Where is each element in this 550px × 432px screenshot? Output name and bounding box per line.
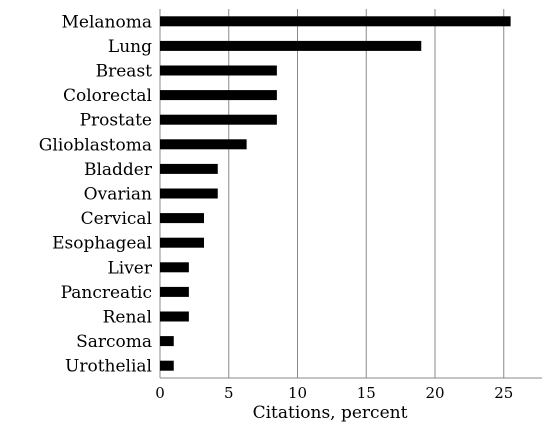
bar	[160, 311, 189, 322]
bar	[160, 360, 174, 371]
bar	[160, 163, 218, 174]
category-label: Pancreatic	[61, 283, 152, 303]
bar	[160, 139, 247, 150]
x-axis-title: Citations, percent	[253, 403, 408, 423]
x-tick-label: 15	[357, 384, 376, 402]
category-label: Bladder	[84, 160, 153, 180]
category-label: Renal	[103, 308, 152, 328]
category-label: Colorectal	[63, 86, 152, 106]
category-label: Liver	[107, 258, 152, 278]
bar	[160, 65, 277, 76]
category-label: Breast	[96, 62, 153, 82]
category-label: Ovarian	[84, 185, 152, 205]
x-tick-label: 10	[288, 384, 307, 402]
bar	[160, 213, 204, 224]
x-tick-label: 5	[224, 384, 234, 402]
category-label: Prostate	[80, 111, 152, 131]
category-label: Glioblastoma	[39, 135, 152, 155]
category-label: Urothelial	[65, 357, 152, 377]
category-label: Sarcoma	[76, 332, 152, 352]
bar	[160, 237, 204, 248]
category-labels: Melanoma Lung Breast Colorectal Prostate Glio…	[39, 12, 153, 376]
x-tick-labels: 0 5 10 15 20 25	[155, 384, 513, 402]
category-label: Esophageal	[52, 234, 152, 254]
bar	[160, 90, 277, 101]
x-tick-label: 20	[425, 384, 444, 402]
bar	[160, 188, 218, 199]
bar	[160, 286, 189, 297]
category-label: Melanoma	[62, 12, 152, 32]
bar	[160, 114, 277, 125]
bar	[160, 40, 422, 51]
x-tick-label: 0	[155, 384, 165, 402]
bar	[160, 16, 511, 27]
category-label: Lung	[108, 37, 152, 57]
category-label: Cervical	[81, 209, 152, 229]
x-tick-label: 25	[494, 384, 513, 402]
bars	[160, 16, 511, 371]
bar	[160, 336, 174, 347]
bar	[160, 262, 189, 273]
